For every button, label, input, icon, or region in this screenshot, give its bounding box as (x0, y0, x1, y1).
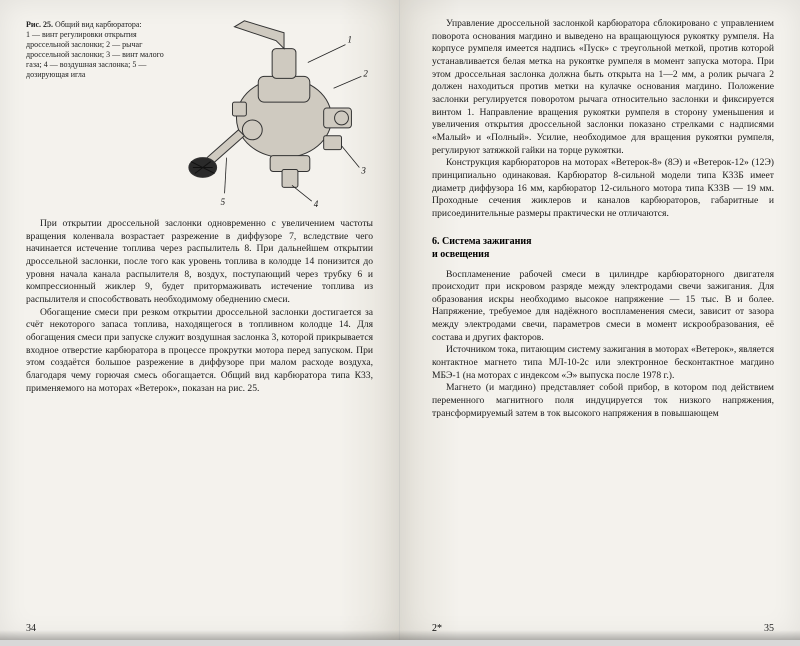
section-heading: 6. Система зажигания и освещения (432, 235, 774, 261)
scan-shadow (0, 630, 800, 640)
page-34: Рис. 25. Общий вид карбюратора: 1 — винт… (0, 0, 400, 640)
section-number: 6. (432, 236, 440, 247)
figure-title: Общий вид карбюратора: (55, 20, 142, 29)
figure-label-2: 2 (363, 68, 368, 78)
figure-label-1: 1 (347, 35, 351, 45)
figure-label-5: 5 (220, 197, 225, 207)
right-para-4: Источником тока, питающим систему зажига… (432, 344, 774, 382)
right-para-5: Магнето (и магдино) представляет собой п… (432, 382, 774, 420)
left-para-2: Обогащение смеси при резком открытии дро… (26, 307, 373, 396)
right-para-3: Воспламенение рабочей смеси в цилиндре к… (432, 269, 774, 345)
page-35: Управление дроссельной заслонкой карбюра… (400, 0, 800, 640)
figure-caption: Рис. 25. Общий вид карбюратора: 1 — винт… (26, 18, 165, 210)
right-para-2: Конструкция карбюраторов на моторах «Вет… (432, 157, 774, 220)
book-spread: Рис. 25. Общий вид карбюратора: 1 — винт… (0, 0, 800, 640)
figure-label-3: 3 (360, 165, 366, 175)
carburetor-icon: 1 2 3 4 5 (175, 18, 373, 210)
figure-25-image: 1 2 3 4 5 (175, 18, 373, 210)
figure-label-4: 4 (314, 199, 319, 209)
right-para-1: Управление дроссельной заслонкой карбюра… (432, 18, 774, 157)
figure-legend: 1 — винт регулировки открытия дроссельно… (26, 30, 164, 79)
figure-number: Рис. 25. (26, 20, 53, 29)
section-title-line1: Система зажигания (442, 236, 532, 247)
left-para-1: При открытии дроссельной заслонки одновр… (26, 218, 373, 307)
figure-25-block: Рис. 25. Общий вид карбюратора: 1 — винт… (26, 18, 373, 210)
section-title-line2: и освещения (432, 249, 489, 260)
